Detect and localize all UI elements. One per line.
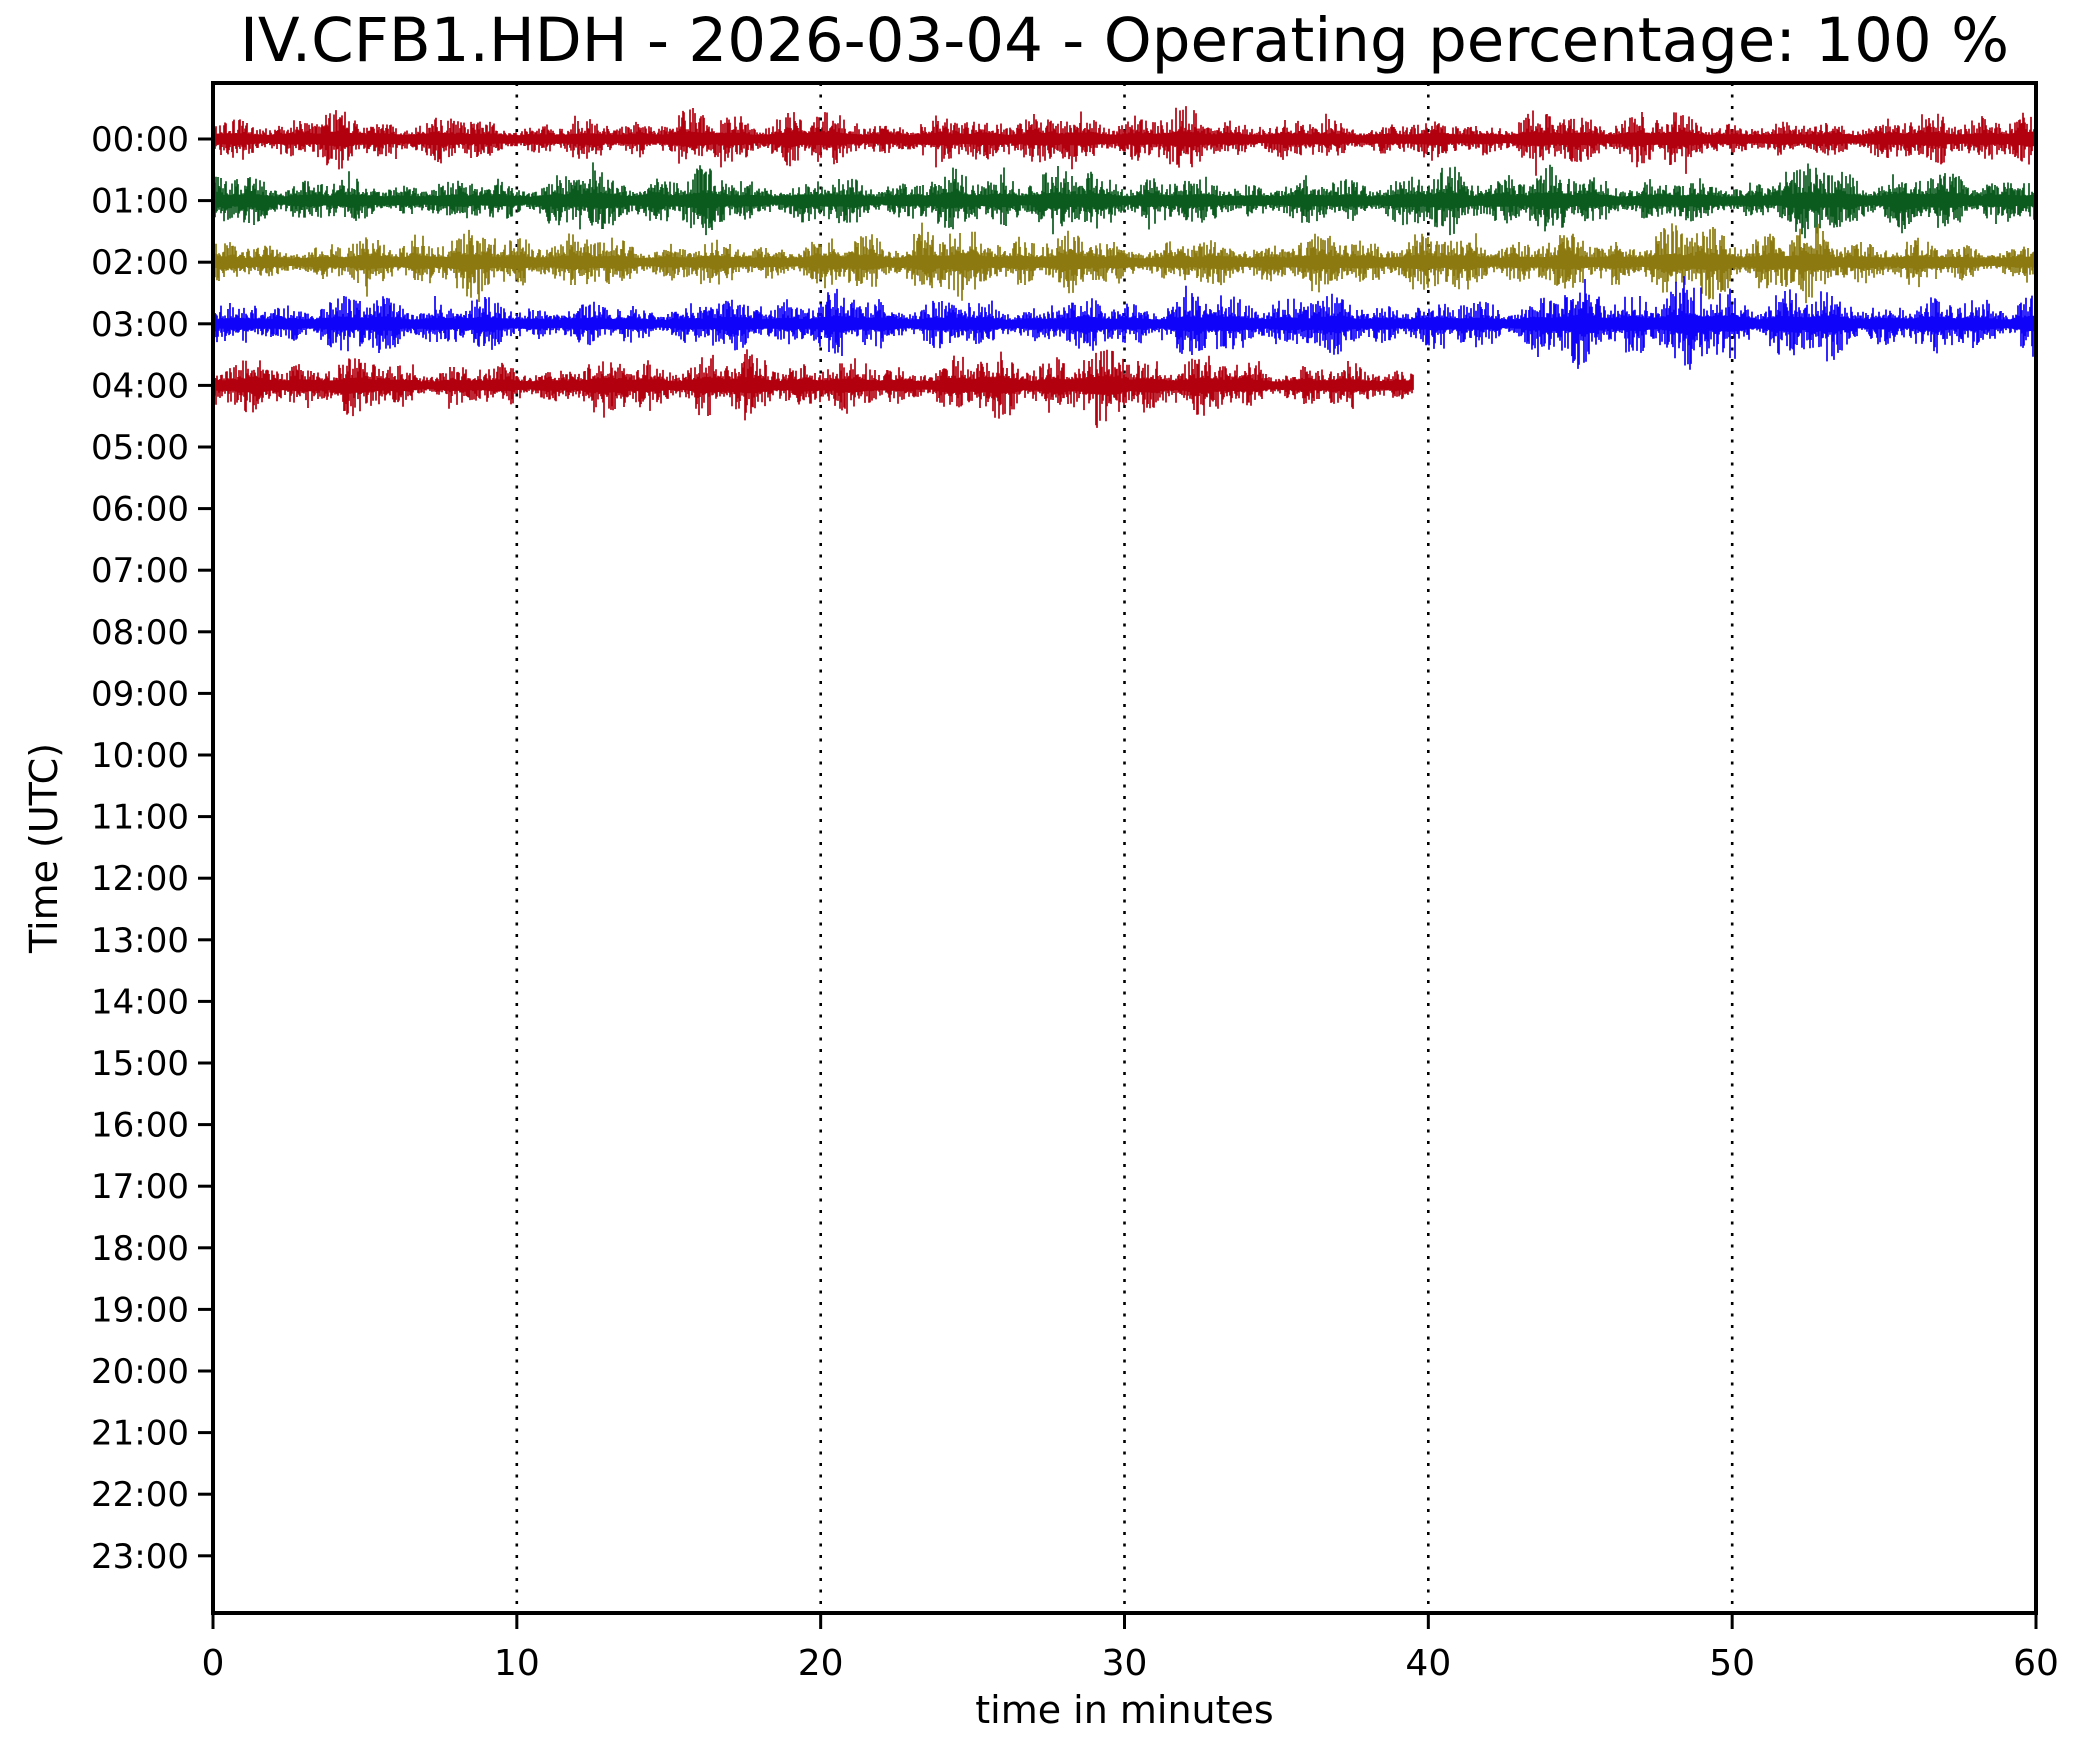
y-tick-label-1700: 17:00 [91, 1167, 189, 1207]
y-tick-label-2100: 21:00 [91, 1414, 189, 1454]
y-tick-label-0300: 03:00 [91, 305, 189, 345]
x-tick-label-40: 40 [1405, 1643, 1451, 1684]
x-tick-label-0: 0 [202, 1643, 225, 1684]
y-tick-label-1000: 10:00 [91, 736, 189, 776]
y-tick-label-1100: 11:00 [91, 798, 189, 838]
y-tick-label-1200: 12:00 [91, 859, 189, 899]
y-tick-label-2300: 23:00 [91, 1537, 189, 1577]
x-tick-label-20: 20 [798, 1643, 844, 1684]
y-tick-label-1500: 15:00 [91, 1044, 189, 1084]
x-tick-label-10: 10 [494, 1643, 540, 1684]
y-tick-label-0700: 07:00 [91, 551, 189, 591]
y-tick-label-1800: 18:00 [91, 1229, 189, 1269]
y-tick-label-0400: 04:00 [91, 366, 189, 406]
x-axis-label: time in minutes [975, 1688, 1274, 1732]
y-tick-label-0200: 02:00 [91, 243, 189, 283]
y-tick-label-0600: 06:00 [91, 490, 189, 530]
y-tick-label-1600: 16:00 [91, 1106, 189, 1146]
y-tick-label-0500: 05:00 [91, 428, 189, 468]
y-tick-label-1400: 14:00 [91, 982, 189, 1022]
y-tick-label-1900: 19:00 [91, 1290, 189, 1330]
y-tick-label-0800: 08:00 [91, 613, 189, 653]
y-tick-label-0900: 09:00 [91, 674, 189, 714]
x-tick-label-30: 30 [1102, 1643, 1148, 1684]
y-tick-label-0100: 01:00 [91, 182, 189, 222]
y-tick-label-2200: 22:00 [91, 1475, 189, 1515]
y-tick-label-2000: 20:00 [91, 1352, 189, 1392]
x-tick-label-50: 50 [1709, 1643, 1755, 1684]
chart-title: IV.CFB1.HDH - 2026-03-04 - Operating per… [239, 5, 2010, 76]
y-tick-label-0000: 00:00 [91, 120, 189, 160]
x-tick-label-60: 60 [2013, 1643, 2059, 1684]
y-tick-label-1300: 13:00 [91, 921, 189, 961]
